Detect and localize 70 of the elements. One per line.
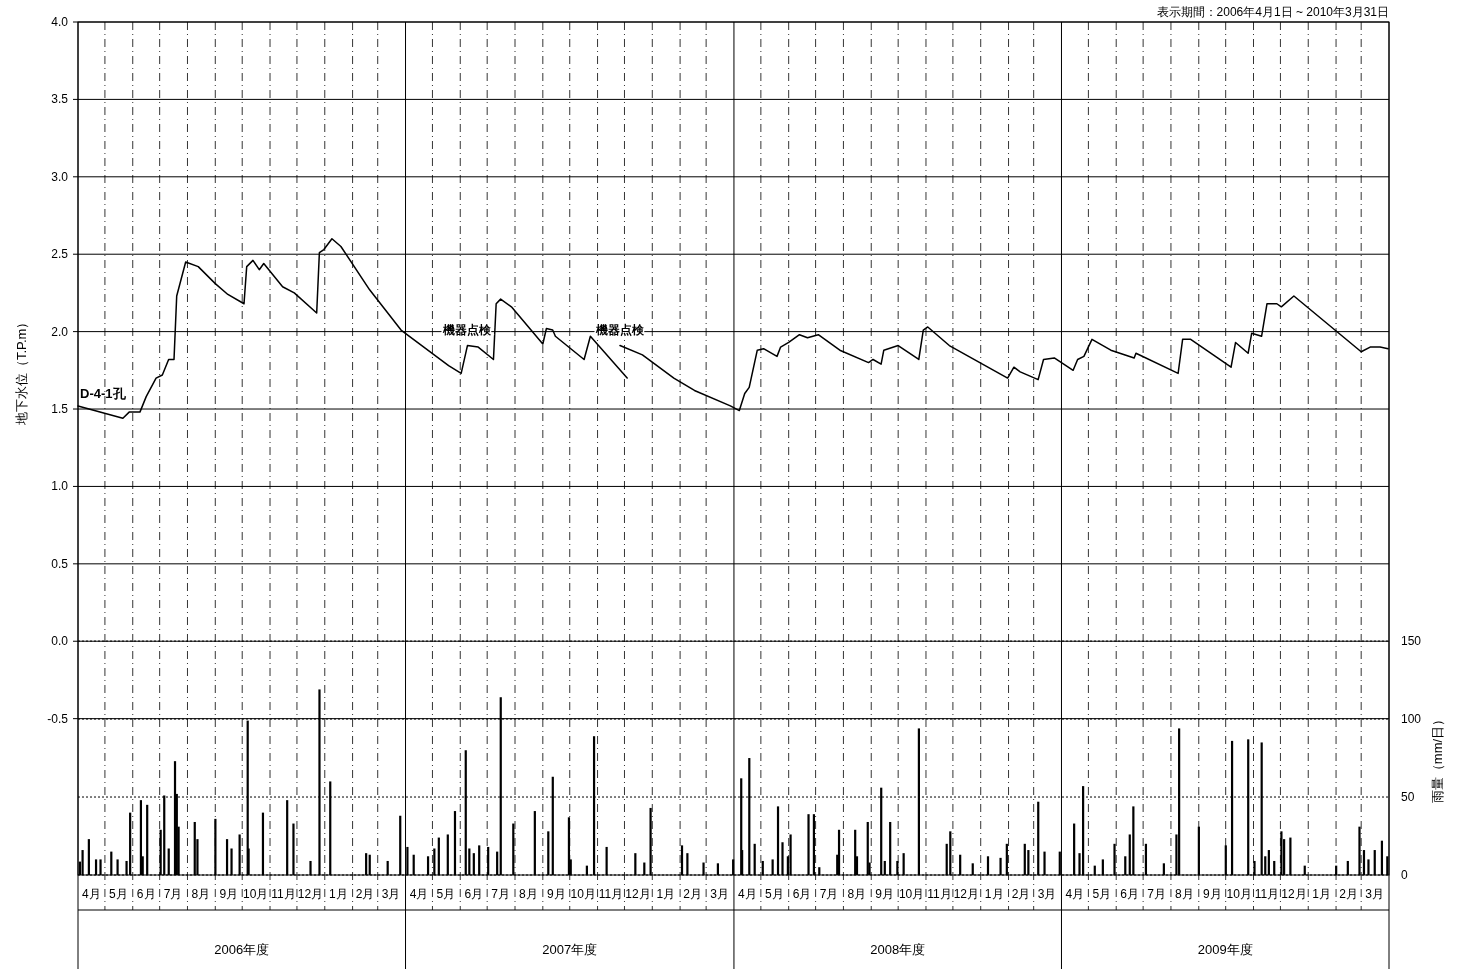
y-tick-label: 2.5 bbox=[51, 247, 69, 262]
x-tick-label: 1月 bbox=[328, 887, 348, 901]
y-tick-label: 4.0 bbox=[51, 15, 69, 29]
x-tick-label: 3月 bbox=[1037, 887, 1057, 901]
x-tick-label: 1月 bbox=[1312, 887, 1332, 901]
y-tick-label: -0.5 bbox=[47, 711, 69, 726]
x-tick-label: 12月 bbox=[297, 887, 324, 901]
x-tick-label: 10月 bbox=[898, 887, 925, 901]
text: 2007年度 bbox=[542, 942, 598, 957]
x-tick-label: 6月 bbox=[464, 887, 484, 901]
y-tick-label: 3.0 bbox=[51, 169, 69, 184]
x-tick-label: 4月 bbox=[738, 887, 757, 901]
x-tick-label: 10月 bbox=[1226, 887, 1252, 901]
x-tick-label: 5月 bbox=[764, 887, 784, 901]
x-tick-label: 2月 bbox=[1011, 887, 1031, 901]
x-tick-label: 8月 bbox=[519, 887, 538, 901]
x-tick-label: 10月 bbox=[242, 887, 269, 901]
x-tick-label: 5月 bbox=[436, 887, 456, 901]
x-tick-label: 9月 bbox=[219, 887, 239, 901]
y-tick-label: 2.0 bbox=[51, 324, 69, 339]
x-tick-label: 9月 bbox=[546, 887, 566, 901]
x-tick-label: 12月 bbox=[625, 887, 651, 901]
x-tick-label: 8月 bbox=[1175, 887, 1194, 901]
x-tick-label: 7月 bbox=[819, 887, 839, 901]
x-tick-label: 11月 bbox=[927, 887, 952, 901]
x-tick-label: 8月 bbox=[191, 887, 211, 901]
y-tick-label: 1.0 bbox=[51, 479, 69, 494]
x-tick-label: 11月 bbox=[271, 887, 296, 901]
x-tick-label: 8月 bbox=[847, 887, 867, 901]
x-tick-label: 10月 bbox=[570, 887, 596, 901]
text: 2008年度 bbox=[870, 942, 926, 957]
y-tick-label: 0.5 bbox=[51, 556, 69, 571]
y-tick-label: 0.0 bbox=[51, 634, 69, 649]
x-tick-label: 6月 bbox=[1120, 887, 1140, 901]
x-tick-label: 7月 bbox=[1147, 887, 1166, 901]
x-tick-label: 5月 bbox=[109, 887, 128, 901]
x-tick-label: 1月 bbox=[656, 887, 676, 901]
x-tick-label: 6月 bbox=[792, 887, 812, 901]
x-tick-label: 12月 bbox=[1281, 887, 1307, 901]
x-tick-label: 3月 bbox=[1365, 887, 1384, 901]
x-tick-label: 11月 bbox=[1254, 887, 1280, 901]
chart-subtitle: 表示期間：2006年4月1日 ~ 2010年3月31日 bbox=[1156, 5, 1389, 19]
text: 2009年度 bbox=[1197, 942, 1253, 957]
y-tick-label: 3.5 bbox=[51, 92, 69, 107]
x-tick-label: 7月 bbox=[163, 887, 183, 901]
x-tick-label: 9月 bbox=[875, 887, 895, 901]
x-tick-label: 3月 bbox=[381, 887, 401, 901]
y-tick-label: 1.5 bbox=[51, 402, 69, 417]
series-label: D-4-1孔 bbox=[80, 385, 127, 401]
y2-tick-label: 150 bbox=[1401, 634, 1422, 649]
x-tick-label: 6月 bbox=[136, 887, 156, 901]
x-tick-label: 9月 bbox=[1202, 887, 1222, 901]
y2-axis-title: 雨量（mm/日） bbox=[1430, 712, 1445, 804]
x-tick-label: 3月 bbox=[710, 887, 729, 901]
x-tick-label: 12月 bbox=[953, 887, 980, 901]
x-tick-label: 5月 bbox=[1092, 887, 1112, 901]
x-tick-label: 2月 bbox=[683, 887, 703, 901]
x-tick-label: 11月 bbox=[598, 887, 624, 901]
y2-tick-label: 100 bbox=[1401, 712, 1422, 727]
y2-tick-label: 0 bbox=[1401, 868, 1408, 882]
x-tick-label: 2月 bbox=[1339, 887, 1358, 901]
x-tick-label: 4月 bbox=[82, 887, 101, 901]
x-tick-label: 4月 bbox=[409, 887, 429, 901]
x-tick-label: 4月 bbox=[1065, 887, 1085, 901]
x-tick-label: 1月 bbox=[984, 887, 1004, 901]
x-tick-label: 2月 bbox=[355, 887, 375, 901]
text: 2006年度 bbox=[214, 942, 270, 957]
x-tick-label: 7月 bbox=[491, 887, 510, 901]
y-axis-title: 地下水位（T.P.m） bbox=[14, 315, 29, 427]
y2-tick-label: 50 bbox=[1401, 790, 1415, 805]
